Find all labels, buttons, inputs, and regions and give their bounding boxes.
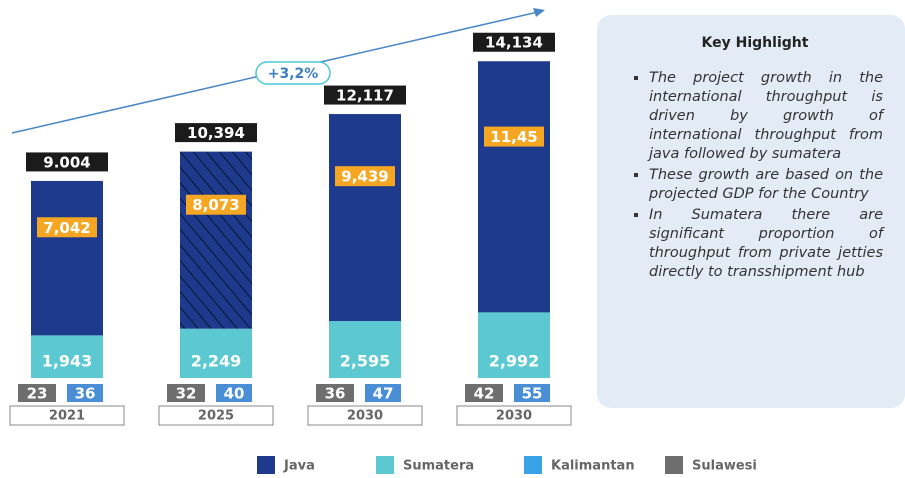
arrow-head	[533, 8, 545, 17]
sumatera-label: 1,943	[42, 352, 93, 371]
x-tick-label: 2030	[496, 409, 532, 424]
legend-swatch	[665, 456, 683, 474]
bar-java	[478, 61, 550, 313]
sumatera-label: 2,992	[489, 352, 540, 371]
kalimantan-label: 36	[75, 385, 96, 403]
x-tick-label: 2025	[198, 409, 234, 424]
bar-sumatera	[31, 335, 103, 378]
x-tick-label: 2030	[347, 409, 383, 424]
highlight-item: The project growth in the international …	[649, 69, 883, 164]
total-label-box	[175, 123, 257, 143]
java-label-box	[37, 217, 97, 238]
total-label: 14,134	[485, 34, 543, 52]
sumatera-label: 2,595	[340, 352, 391, 371]
java-label-box	[335, 166, 395, 187]
legend-label: Sulawesi	[692, 459, 757, 474]
kalimantan-label: 47	[373, 385, 394, 403]
sulawesi-label: 23	[27, 385, 48, 403]
category-box	[456, 405, 572, 426]
kalimantan-label: 55	[522, 385, 543, 403]
java-label: 8,073	[192, 196, 239, 214]
sulawesi-label: 36	[325, 385, 346, 403]
category-box	[9, 405, 125, 426]
bar-java	[31, 180, 103, 336]
legend-label: Sumatera	[403, 459, 474, 474]
kalimantan-label: 40	[224, 385, 245, 403]
java-label: 9,439	[341, 168, 388, 186]
annotation-box	[255, 61, 331, 85]
total-label-box	[473, 32, 555, 52]
bar-java	[180, 151, 252, 329]
sulawesi-label-box	[316, 384, 354, 402]
highlight-item: In Sumatera there are significant propor…	[649, 206, 883, 282]
highlight-item: These growth are based on the projected …	[649, 166, 883, 204]
sulawesi-label: 32	[176, 385, 197, 403]
legend-swatch	[524, 456, 542, 474]
total-label: 12,117	[336, 87, 394, 105]
bar-sumatera	[180, 328, 252, 378]
legend-swatch	[376, 456, 394, 474]
sumatera-label: 2,249	[191, 352, 242, 371]
bar-java	[329, 114, 401, 322]
java-label-box	[484, 126, 544, 147]
total-label: 9.004	[43, 153, 90, 171]
bar-sumatera	[329, 321, 401, 378]
sulawesi-label: 42	[474, 385, 495, 403]
legend-label: Kalimantan	[551, 459, 635, 474]
highlight-title: Key Highlight	[701, 35, 809, 51]
kalimantan-label-box	[216, 384, 252, 402]
highlight-panel: Key Highlight The project growth in the …	[597, 15, 905, 408]
annotation: +3,2%	[268, 66, 319, 82]
x-tick-label: 2021	[49, 409, 85, 424]
category-box	[158, 405, 274, 426]
total-label-box	[324, 85, 406, 105]
sulawesi-label-box	[18, 384, 56, 402]
java-label-box	[186, 194, 246, 215]
sulawesi-label-box	[465, 384, 503, 402]
bar-sumatera	[478, 312, 550, 378]
sulawesi-label-box	[167, 384, 205, 402]
category-box	[307, 405, 423, 426]
java-label: 11,45	[490, 128, 537, 146]
kalimantan-label-box	[365, 384, 401, 402]
legend-label: Java	[283, 459, 315, 474]
legend-swatch	[257, 456, 275, 474]
java-label: 7,042	[43, 219, 90, 237]
kalimantan-label-box	[514, 384, 550, 402]
highlight-list: The project growth in the international …	[627, 69, 883, 282]
total-label-box	[26, 152, 108, 172]
kalimantan-label-box	[67, 384, 103, 402]
total-label: 10,394	[187, 124, 245, 142]
